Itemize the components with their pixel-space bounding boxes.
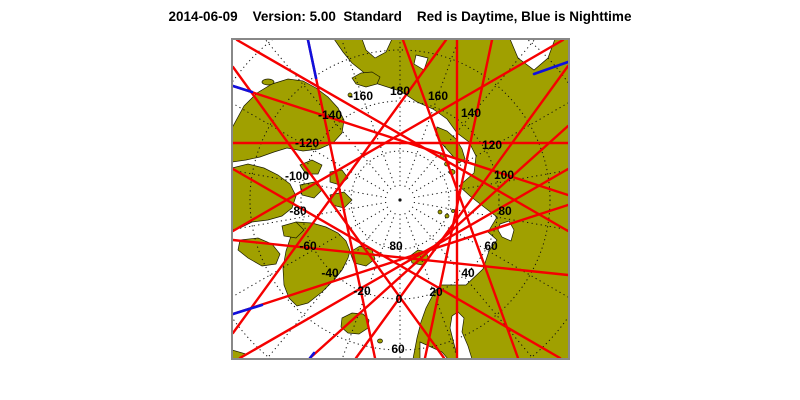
daytime-track — [232, 39, 448, 335]
nighttime-track — [306, 39, 318, 80]
meridian-line — [265, 210, 392, 359]
land-banks-island — [299, 159, 323, 175]
latitude-label: 60 — [391, 342, 405, 356]
land-new-siberian-islands — [351, 71, 381, 88]
sea-laptev-bay — [361, 39, 393, 59]
land-eurasia — [333, 39, 569, 359]
longitude-label: -160 — [349, 89, 373, 103]
nighttime-track — [232, 84, 254, 94]
meridian-line — [232, 206, 389, 298]
parallel-circle — [249, 49, 551, 351]
longitude-label: -140 — [318, 108, 342, 122]
daytime-track — [232, 203, 569, 316]
longitude-label: 0 — [396, 292, 403, 306]
meridian-line — [404, 212, 459, 359]
plot-title: 2014-06-09 Version: 5.00 Standard Red is… — [168, 9, 632, 24]
parallel-circle — [300, 100, 500, 300]
daytime-track — [423, 39, 494, 359]
longitude-label: 20 — [429, 285, 443, 299]
longitude-label: 40 — [461, 266, 475, 280]
label-layer: 180 160 -160 140 -140 120 -120 100 -100 80 -80 60 -6… — [285, 84, 514, 356]
meridian-line — [411, 101, 569, 194]
daytime-track — [306, 39, 377, 359]
land-layer — [232, 39, 569, 359]
longitude-label: 180 — [390, 84, 410, 98]
land-ellesmere — [281, 221, 305, 239]
daytime-track — [232, 84, 569, 197]
meridian-line — [232, 201, 387, 231]
graticule-layer — [232, 39, 569, 359]
nighttime-track — [532, 60, 569, 76]
meridian-line — [408, 210, 535, 359]
daytime-track — [354, 64, 569, 359]
land-faroe — [377, 338, 383, 344]
map-layers: 180 160 -160 140 -140 120 -120 100 -100 80 -80 60 -6… — [232, 39, 569, 359]
track-layer — [232, 39, 569, 359]
longitude-label: 60 — [484, 239, 498, 253]
meridian-line — [341, 212, 396, 359]
meridian-line — [340, 39, 396, 188]
longitude-label: -120 — [295, 136, 319, 150]
meridian-line — [232, 102, 389, 194]
nighttime-track — [308, 351, 316, 359]
daytime-track — [232, 238, 569, 277]
daytime-track — [235, 39, 569, 233]
map-frame — [231, 38, 570, 360]
land-bering-island — [347, 92, 353, 98]
daytime-track — [232, 65, 446, 359]
daytime-track — [232, 39, 565, 233]
meridian-line — [404, 39, 460, 188]
meridian-line — [264, 39, 392, 190]
sea-kara-corner-bay — [509, 39, 556, 71]
longitude-label: 160 — [428, 89, 448, 103]
longitude-label: -40 — [321, 266, 339, 280]
land-franz-josef-1 — [437, 209, 443, 215]
longitude-label: -80 — [289, 204, 307, 218]
longitude-label: -20 — [353, 284, 371, 298]
parallel-circle — [350, 150, 450, 250]
nighttime-track — [232, 303, 264, 316]
land-chukotka-alaska — [232, 78, 345, 163]
meridian-line — [411, 206, 569, 299]
pole-dot — [398, 198, 402, 202]
land-franz-josef-3 — [451, 209, 455, 213]
longitude-label: 100 — [494, 168, 514, 182]
longitude-label: 140 — [461, 106, 481, 120]
meridian-line — [413, 169, 569, 199]
longitude-label: -100 — [285, 169, 309, 183]
land-wrangel-island — [261, 78, 275, 86]
longitude-label: -60 — [299, 239, 317, 253]
meridian-line — [232, 169, 387, 199]
latitude-label: 80 — [389, 239, 403, 253]
daytime-track — [401, 39, 520, 359]
meridian-line — [413, 201, 569, 231]
sea-gulf-of-bothnia — [449, 311, 473, 359]
longitude-label: 80 — [498, 204, 512, 218]
longitude-label: 120 — [482, 138, 502, 152]
meridian-line — [408, 39, 536, 190]
